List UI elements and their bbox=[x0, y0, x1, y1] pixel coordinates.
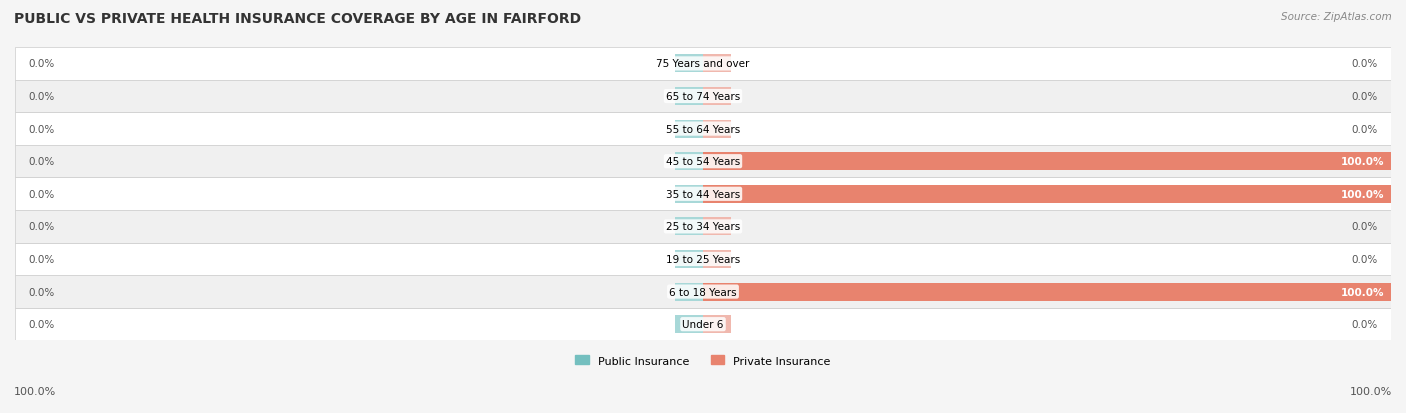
Bar bbox=[675, 120, 703, 138]
Text: PUBLIC VS PRIVATE HEALTH INSURANCE COVERAGE BY AGE IN FAIRFORD: PUBLIC VS PRIVATE HEALTH INSURANCE COVER… bbox=[14, 12, 581, 26]
Text: 75 Years and over: 75 Years and over bbox=[657, 59, 749, 69]
Text: 0.0%: 0.0% bbox=[28, 157, 55, 167]
Text: 0.0%: 0.0% bbox=[1351, 222, 1378, 232]
Bar bbox=[15, 211, 1391, 243]
Text: 55 to 64 Years: 55 to 64 Years bbox=[666, 124, 740, 134]
Text: 0.0%: 0.0% bbox=[28, 319, 55, 330]
Text: 0.0%: 0.0% bbox=[1351, 319, 1378, 330]
Bar bbox=[15, 145, 1391, 178]
Text: 0.0%: 0.0% bbox=[1351, 92, 1378, 102]
Text: 6 to 18 Years: 6 to 18 Years bbox=[669, 287, 737, 297]
Text: 19 to 25 Years: 19 to 25 Years bbox=[666, 254, 740, 264]
Text: Source: ZipAtlas.com: Source: ZipAtlas.com bbox=[1281, 12, 1392, 22]
Bar bbox=[675, 185, 703, 203]
Text: 100.0%: 100.0% bbox=[1350, 387, 1392, 396]
Bar bbox=[675, 250, 703, 268]
Bar bbox=[703, 153, 1391, 171]
Bar bbox=[703, 283, 1391, 301]
Bar bbox=[15, 275, 1391, 308]
Bar bbox=[675, 283, 703, 301]
Text: 100.0%: 100.0% bbox=[1340, 189, 1384, 199]
Text: 0.0%: 0.0% bbox=[28, 287, 55, 297]
Bar bbox=[675, 88, 703, 106]
Bar bbox=[15, 113, 1391, 145]
Text: 45 to 54 Years: 45 to 54 Years bbox=[666, 157, 740, 167]
Text: 0.0%: 0.0% bbox=[28, 124, 55, 134]
Bar bbox=[15, 178, 1391, 211]
Bar bbox=[15, 243, 1391, 275]
Text: Under 6: Under 6 bbox=[682, 319, 724, 330]
Text: 0.0%: 0.0% bbox=[28, 222, 55, 232]
Bar bbox=[675, 316, 703, 333]
Text: 100.0%: 100.0% bbox=[14, 387, 56, 396]
Bar bbox=[703, 316, 731, 333]
Text: 25 to 34 Years: 25 to 34 Years bbox=[666, 222, 740, 232]
Text: 35 to 44 Years: 35 to 44 Years bbox=[666, 189, 740, 199]
Bar bbox=[675, 55, 703, 73]
Bar bbox=[15, 48, 1391, 81]
Text: 65 to 74 Years: 65 to 74 Years bbox=[666, 92, 740, 102]
Bar bbox=[703, 88, 731, 106]
Bar bbox=[675, 218, 703, 236]
Bar bbox=[703, 55, 731, 73]
Bar bbox=[675, 153, 703, 171]
Text: 0.0%: 0.0% bbox=[1351, 59, 1378, 69]
Text: 0.0%: 0.0% bbox=[28, 59, 55, 69]
Legend: Public Insurance, Private Insurance: Public Insurance, Private Insurance bbox=[571, 351, 835, 370]
Text: 0.0%: 0.0% bbox=[28, 189, 55, 199]
Bar bbox=[703, 185, 1391, 203]
Bar bbox=[703, 250, 731, 268]
Text: 0.0%: 0.0% bbox=[28, 254, 55, 264]
Text: 0.0%: 0.0% bbox=[1351, 124, 1378, 134]
Text: 100.0%: 100.0% bbox=[1340, 157, 1384, 167]
Bar bbox=[15, 308, 1391, 341]
Bar bbox=[15, 81, 1391, 113]
Bar bbox=[703, 120, 731, 138]
Bar bbox=[703, 218, 731, 236]
Text: 0.0%: 0.0% bbox=[28, 92, 55, 102]
Text: 100.0%: 100.0% bbox=[1340, 287, 1384, 297]
Text: 0.0%: 0.0% bbox=[1351, 254, 1378, 264]
